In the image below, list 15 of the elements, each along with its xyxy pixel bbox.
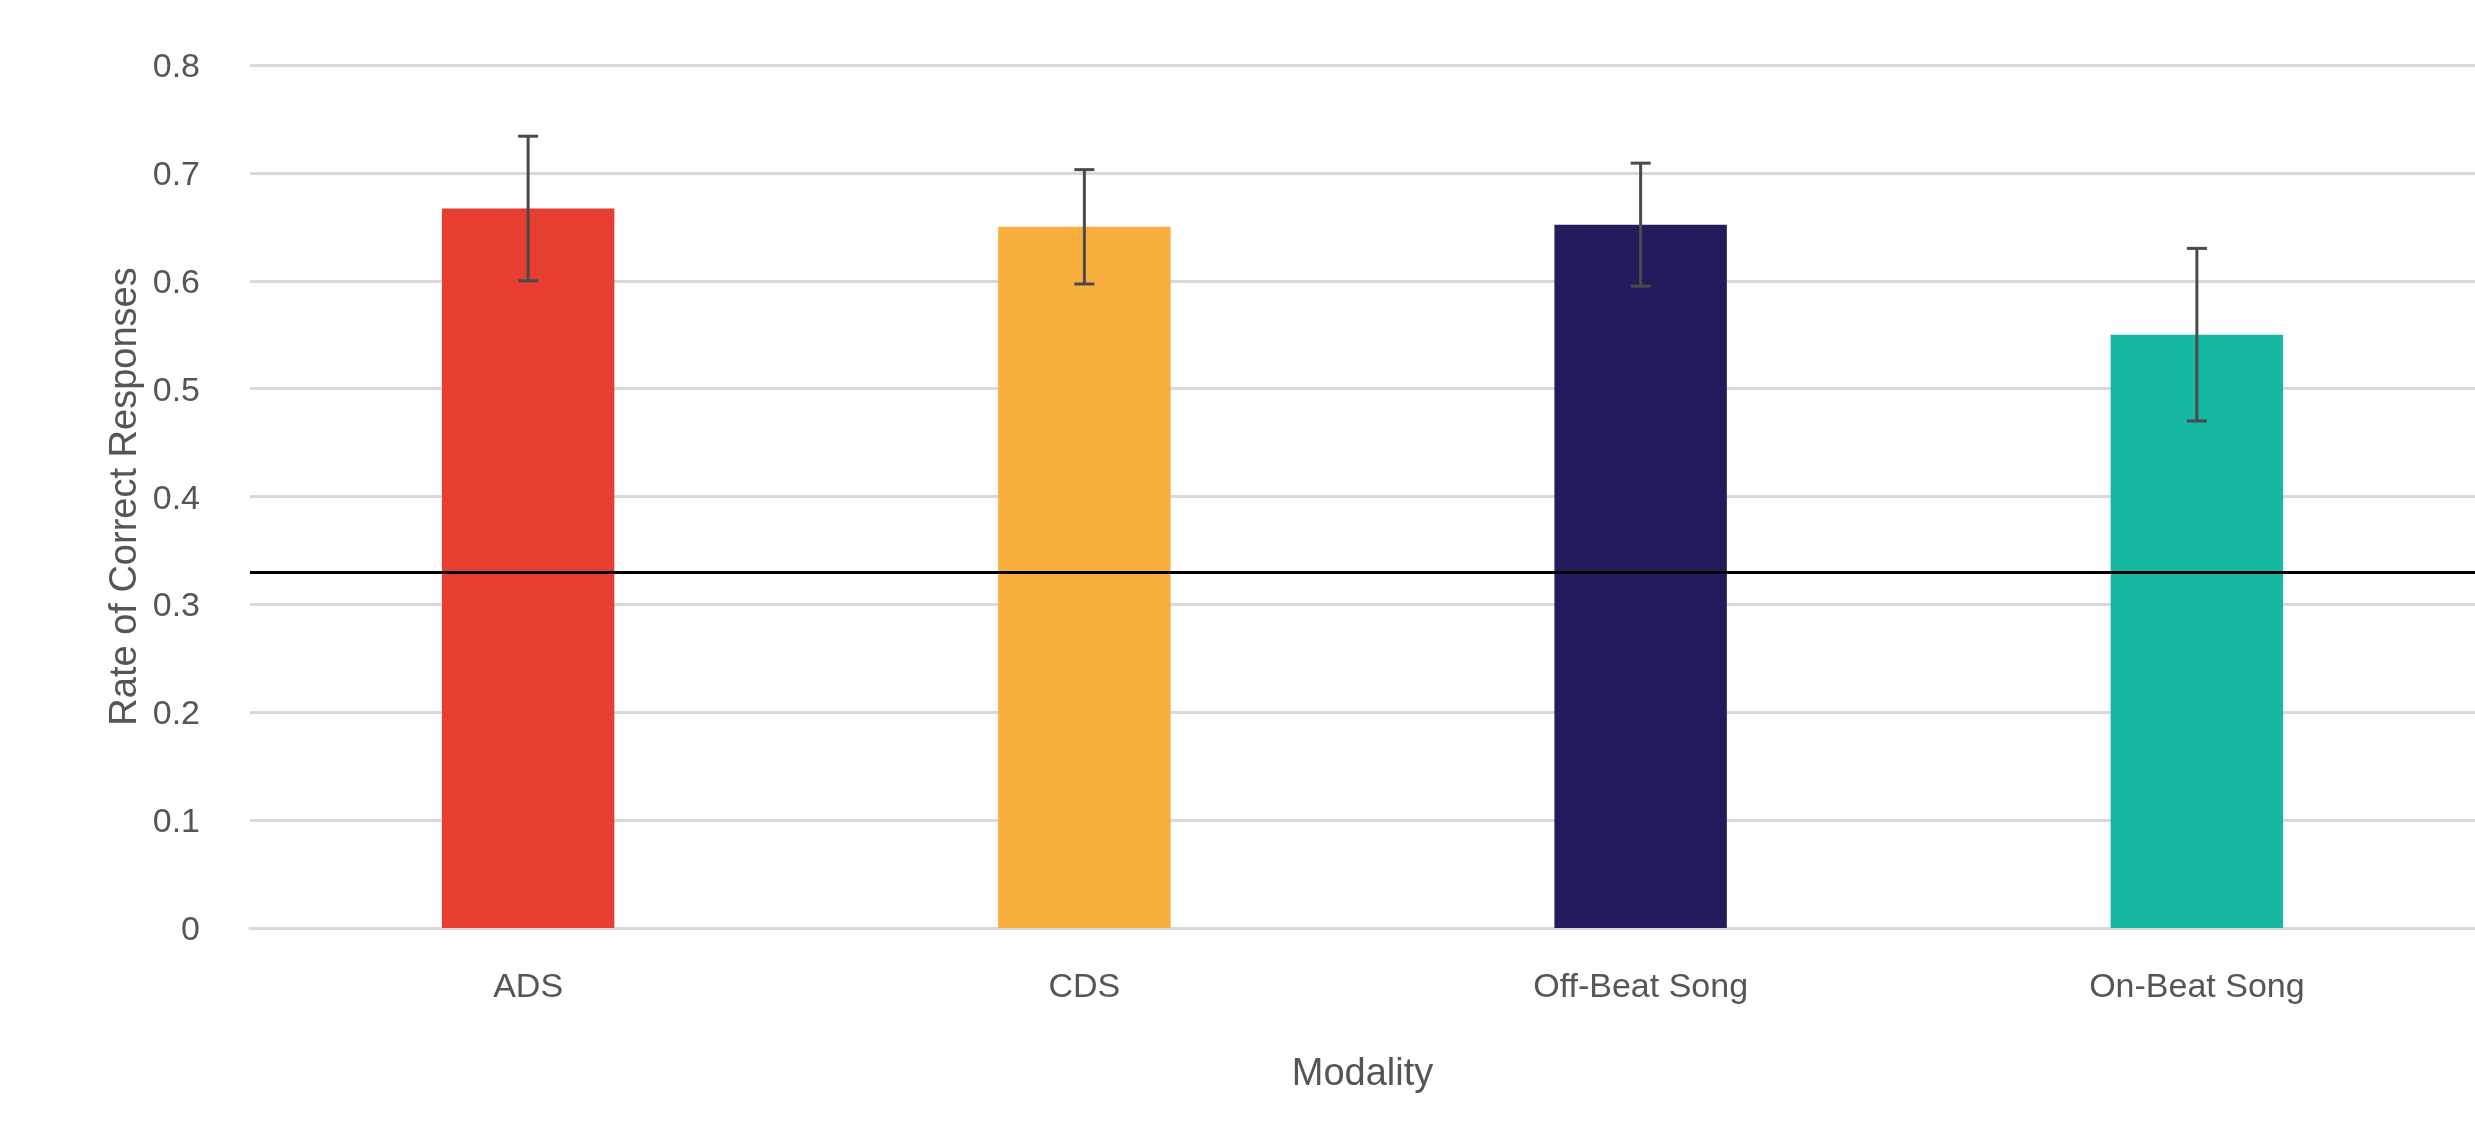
y-tick-label: 0 (181, 909, 200, 947)
y-tick-label: 0.7 (152, 153, 200, 192)
x-tick-label: ADS (493, 966, 564, 1004)
x-tick-label: On-Beat Song (2089, 966, 2305, 1004)
x-tick-label: CDS (1048, 966, 1121, 1004)
y-tick-label: 0.6 (152, 261, 200, 300)
y-tick-label: 0.8 (152, 46, 200, 84)
y-tick-label: 0.3 (152, 585, 200, 624)
x-tick-label: Off-Beat Song (1533, 966, 1749, 1004)
y-axis-title: Rate of Correct Responses (101, 267, 144, 726)
y-tick-label: 0.1 (152, 801, 200, 840)
y-tick-label: 0.2 (152, 693, 200, 732)
y-tick-label: 0.4 (152, 477, 200, 516)
x-axis-title: Modality (1291, 1051, 1434, 1093)
y-tick-label: 0.5 (152, 369, 200, 408)
